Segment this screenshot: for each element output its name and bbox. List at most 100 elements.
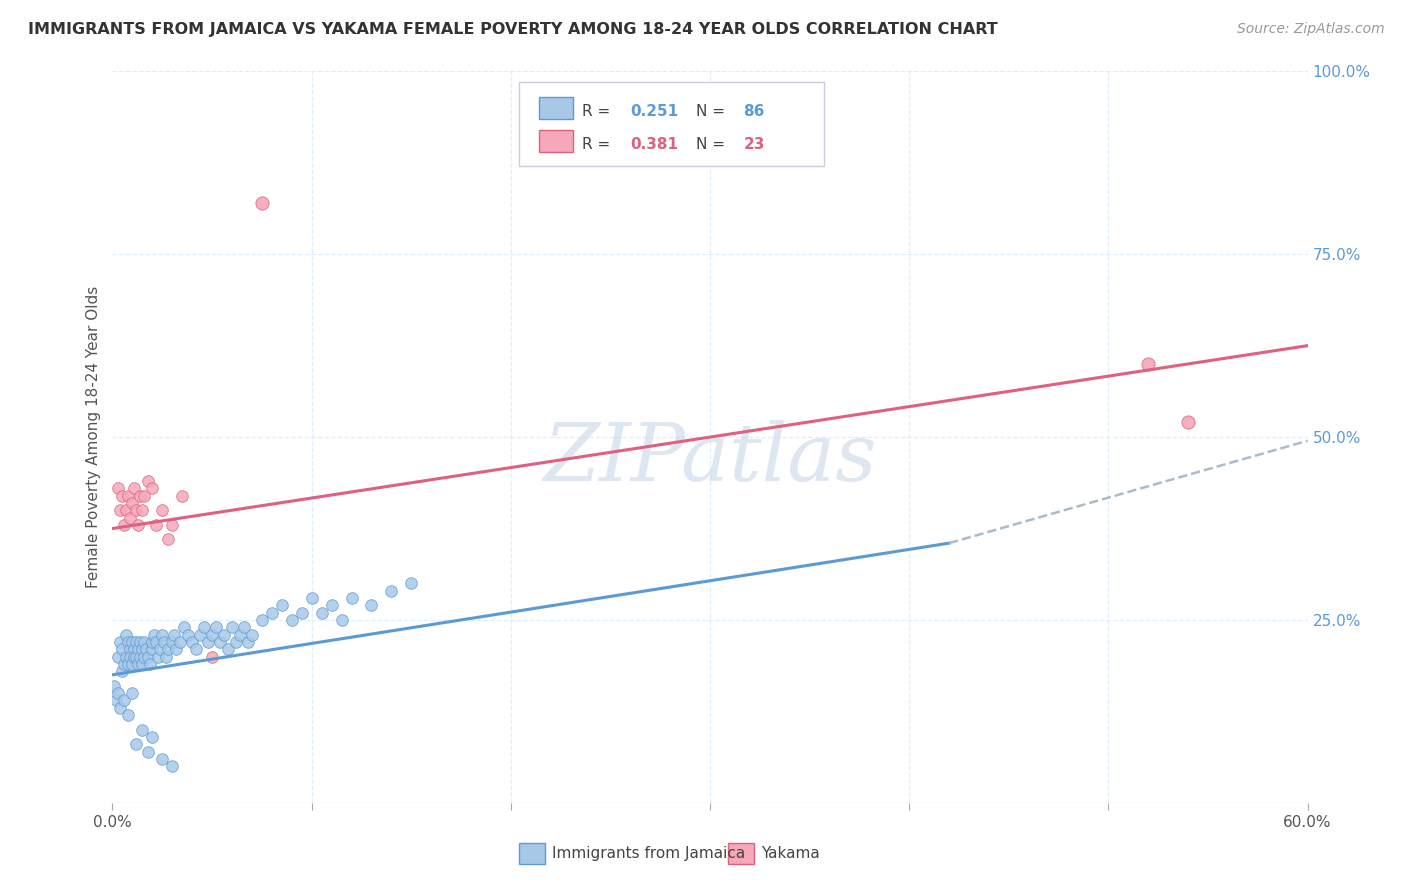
- Point: [135, 642, 157, 657]
- Point: [114, 693, 135, 707]
- Point: [138, 474, 160, 488]
- Point: [117, 489, 139, 503]
- Point: [281, 613, 304, 627]
- FancyBboxPatch shape: [538, 130, 572, 152]
- Point: [205, 620, 228, 634]
- Point: [134, 649, 156, 664]
- Point: [117, 635, 139, 649]
- Point: [150, 503, 173, 517]
- Point: [120, 642, 142, 657]
- Point: [115, 503, 138, 517]
- Point: [141, 635, 163, 649]
- Point: [107, 649, 129, 664]
- Point: [111, 664, 134, 678]
- Point: [115, 649, 138, 664]
- Point: [125, 649, 148, 664]
- Point: [229, 627, 252, 641]
- Point: [121, 635, 143, 649]
- Point: [141, 481, 163, 495]
- Point: [149, 642, 172, 657]
- Point: [125, 503, 148, 517]
- Point: [201, 627, 224, 641]
- Point: [311, 606, 333, 620]
- FancyBboxPatch shape: [519, 843, 546, 863]
- Point: [124, 649, 146, 664]
- Point: [181, 635, 204, 649]
- Point: [114, 657, 135, 671]
- Text: R =: R =: [582, 104, 616, 120]
- Point: [110, 503, 132, 517]
- Point: [110, 700, 132, 714]
- Point: [138, 649, 160, 664]
- FancyBboxPatch shape: [728, 843, 754, 863]
- Point: [330, 613, 353, 627]
- Point: [162, 635, 183, 649]
- Point: [360, 599, 382, 613]
- Text: 86: 86: [744, 104, 765, 120]
- Point: [134, 489, 156, 503]
- Point: [233, 620, 256, 634]
- Point: [129, 635, 152, 649]
- Point: [129, 649, 152, 664]
- Point: [115, 627, 138, 641]
- Point: [117, 657, 139, 671]
- Point: [134, 635, 156, 649]
- Point: [169, 635, 191, 649]
- Point: [340, 591, 363, 605]
- Point: [157, 642, 180, 657]
- Text: Source: ZipAtlas.com: Source: ZipAtlas.com: [1237, 22, 1385, 37]
- Point: [197, 635, 219, 649]
- Point: [127, 517, 149, 532]
- Point: [127, 642, 149, 657]
- Point: [124, 642, 146, 657]
- Point: [240, 627, 263, 641]
- Point: [145, 635, 167, 649]
- Point: [121, 496, 143, 510]
- Point: [401, 576, 423, 591]
- Point: [114, 517, 135, 532]
- Point: [107, 686, 129, 700]
- Text: 0.381: 0.381: [630, 137, 678, 152]
- Text: R =: R =: [582, 137, 616, 152]
- Point: [105, 693, 128, 707]
- Point: [212, 627, 235, 641]
- Point: [380, 583, 402, 598]
- Point: [250, 613, 273, 627]
- Point: [260, 606, 283, 620]
- Text: Yakama: Yakama: [762, 846, 820, 861]
- Point: [162, 759, 183, 773]
- Point: [321, 599, 343, 613]
- Point: [143, 627, 166, 641]
- Point: [162, 517, 183, 532]
- Point: [111, 642, 134, 657]
- Point: [165, 642, 187, 657]
- Point: [131, 657, 153, 671]
- Text: Immigrants from Jamaica: Immigrants from Jamaica: [553, 846, 745, 861]
- Point: [301, 591, 323, 605]
- Text: 23: 23: [744, 137, 765, 152]
- Point: [120, 649, 142, 664]
- Text: N =: N =: [696, 137, 730, 152]
- Point: [139, 657, 162, 671]
- Point: [125, 635, 148, 649]
- Point: [188, 627, 211, 641]
- Point: [225, 635, 247, 649]
- Point: [173, 620, 195, 634]
- Point: [150, 627, 173, 641]
- Point: [221, 620, 243, 634]
- Point: [110, 635, 132, 649]
- Point: [155, 649, 177, 664]
- Point: [157, 533, 180, 547]
- Point: [150, 752, 173, 766]
- Point: [153, 635, 176, 649]
- Point: [186, 642, 208, 657]
- Point: [145, 517, 167, 532]
- Point: [138, 745, 160, 759]
- Point: [148, 649, 170, 664]
- Text: 0.251: 0.251: [630, 104, 678, 120]
- Point: [1177, 416, 1199, 430]
- Point: [120, 510, 142, 524]
- Point: [117, 708, 139, 723]
- Point: [1137, 357, 1160, 371]
- Point: [141, 642, 163, 657]
